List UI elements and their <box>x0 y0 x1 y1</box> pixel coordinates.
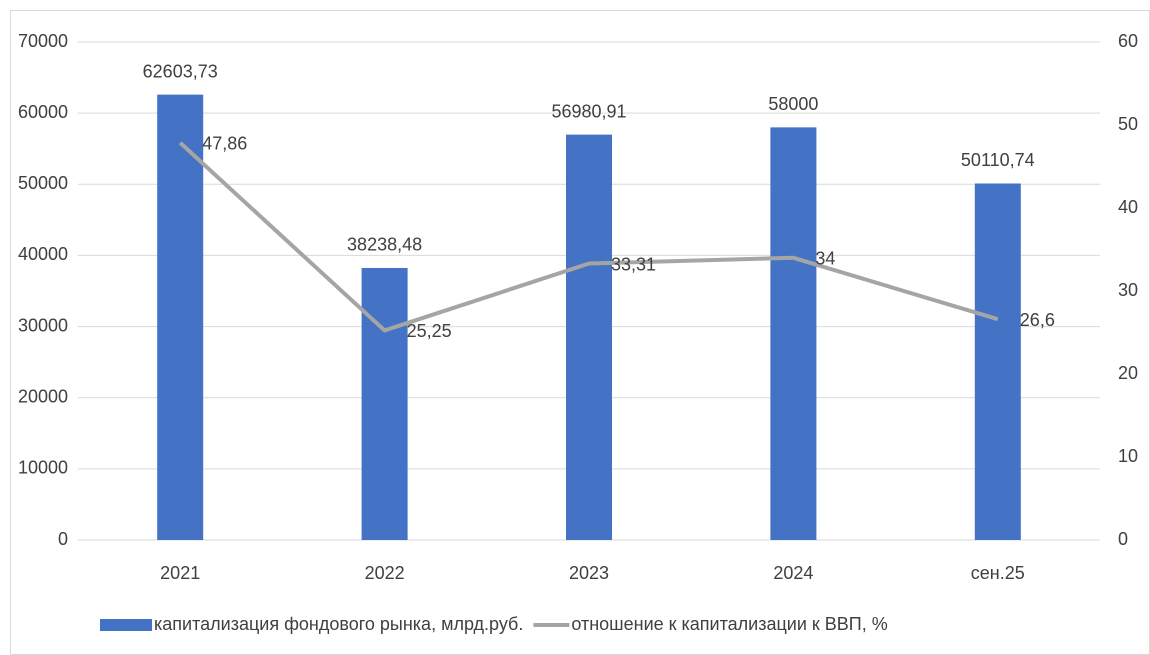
data-label: 33,31 <box>611 254 656 274</box>
x-tick-label: 2022 <box>365 563 405 583</box>
legend-label: отношение к капитализации к ВВП, % <box>571 614 887 634</box>
data-label: 62603,73 <box>143 61 218 81</box>
data-label: 38238,48 <box>347 235 422 255</box>
bar <box>361 267 408 540</box>
y-tick-label: 0 <box>58 529 68 549</box>
y-tick-label: 50000 <box>18 173 68 193</box>
line <box>178 141 999 333</box>
data-label: 50110,74 <box>961 150 1035 170</box>
y-tick-label: 30000 <box>18 315 68 335</box>
bar <box>770 127 817 540</box>
x-tick-label: 2024 <box>773 563 813 583</box>
x-tick-label: сен.25 <box>971 563 1025 583</box>
data-label: 34 <box>815 249 835 269</box>
y2-tick-label: 20 <box>1118 363 1138 383</box>
data-label: 47,86 <box>202 134 247 154</box>
legend-label: капитализация фондового рынка, млрд.руб. <box>154 614 523 634</box>
bar <box>157 94 204 541</box>
bar <box>974 183 1021 541</box>
y-tick-label: 10000 <box>18 458 68 478</box>
x-tick-label: 2021 <box>160 563 200 583</box>
y-tick-label: 20000 <box>18 386 68 406</box>
bar <box>566 134 612 540</box>
y2-tick-label: 60 <box>1118 31 1138 51</box>
data-label: 26,6 <box>1020 310 1055 330</box>
data-label: 25,25 <box>407 321 452 341</box>
data-label: 58000 <box>768 94 818 114</box>
x-tick-label: 2023 <box>569 563 609 583</box>
data-label: 56980,91 <box>551 101 626 121</box>
legend-swatch <box>100 619 152 631</box>
y-tick-label: 40000 <box>18 244 68 264</box>
y2-tick-label: 50 <box>1118 114 1138 134</box>
y2-tick-label: 10 <box>1118 446 1138 466</box>
y-tick-label: 70000 <box>18 31 68 51</box>
y-tick-label: 60000 <box>18 102 68 122</box>
y2-tick-label: 40 <box>1118 197 1138 217</box>
y2-tick-label: 30 <box>1118 280 1138 300</box>
y2-tick-label: 0 <box>1118 529 1128 549</box>
